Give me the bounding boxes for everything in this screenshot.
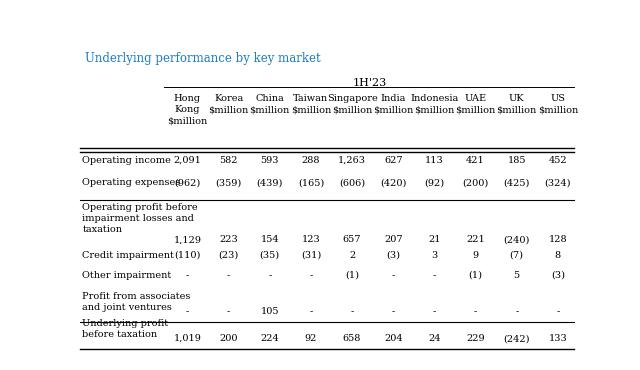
Text: China
$million: China $million [250,94,290,114]
Text: -: - [433,307,436,316]
Text: 133: 133 [548,334,567,343]
Text: 657: 657 [343,235,362,244]
Text: -: - [433,271,436,280]
Text: 2,091: 2,091 [173,155,202,165]
Text: (425): (425) [504,178,530,187]
Text: 1H'23: 1H'23 [353,78,387,88]
Text: 123: 123 [301,235,320,244]
Text: (359): (359) [216,178,242,187]
Text: -: - [556,307,559,316]
Text: (242): (242) [504,334,530,343]
Text: 224: 224 [260,334,279,343]
Text: -: - [227,271,230,280]
Text: 288: 288 [301,155,320,165]
Text: 204: 204 [384,334,403,343]
Text: -: - [186,307,189,316]
Text: -: - [186,271,189,280]
Text: (92): (92) [424,178,444,187]
Text: 21: 21 [428,235,441,244]
Text: -: - [515,307,518,316]
Text: 1,019: 1,019 [173,334,202,343]
Text: (1): (1) [345,271,359,280]
Text: (3): (3) [386,251,400,260]
Text: Other impairment: Other impairment [83,271,172,280]
Text: Singapore
$million: Singapore $million [326,94,378,114]
Text: Underlying profit
before taxation: Underlying profit before taxation [83,319,168,339]
Text: -: - [474,307,477,316]
Text: India
$million: India $million [373,94,413,114]
Text: 658: 658 [343,334,361,343]
Text: -: - [268,271,271,280]
Text: -: - [309,271,312,280]
Text: (324): (324) [545,178,571,187]
Text: (420): (420) [380,178,406,187]
Text: (3): (3) [551,271,565,280]
Text: 2: 2 [349,251,355,260]
Text: 92: 92 [305,334,317,343]
Text: (165): (165) [298,178,324,187]
Text: (439): (439) [257,178,283,187]
Text: (7): (7) [509,251,524,260]
Text: (1): (1) [468,271,483,280]
Text: (240): (240) [504,235,530,244]
Text: 24: 24 [428,334,441,343]
Text: 185: 185 [508,155,526,165]
Text: Operating profit before
impairment losses and
taxation: Operating profit before impairment losse… [83,202,198,234]
Text: 582: 582 [220,155,238,165]
Text: 113: 113 [425,155,444,165]
Text: US
$million: US $million [538,94,578,114]
Text: Indonesia
$million: Indonesia $million [410,94,458,114]
Text: 200: 200 [220,334,238,343]
Text: Credit impairment: Credit impairment [83,251,174,260]
Text: Korea
$million: Korea $million [209,94,249,114]
Text: 229: 229 [467,334,485,343]
Text: 9: 9 [472,251,479,260]
Text: 1,263: 1,263 [338,155,366,165]
Text: Hong
Kong
$million: Hong Kong $million [167,94,207,125]
Text: (606): (606) [339,178,365,187]
Text: 593: 593 [260,155,279,165]
Text: (962): (962) [174,178,200,187]
Text: (23): (23) [218,251,239,260]
Text: (110): (110) [174,251,200,260]
Text: -: - [392,271,395,280]
Text: Operating income: Operating income [83,155,172,165]
Text: 452: 452 [548,155,567,165]
Text: Underlying performance by key market: Underlying performance by key market [85,51,321,64]
Text: Taiwan
$million: Taiwan $million [291,94,331,114]
Text: 105: 105 [260,307,279,316]
Text: 223: 223 [219,235,238,244]
Text: (200): (200) [463,178,489,187]
Text: 207: 207 [384,235,403,244]
Text: 5: 5 [514,271,520,280]
Text: 8: 8 [555,251,561,260]
Text: (31): (31) [301,251,321,260]
Text: UAE
$million: UAE $million [456,94,496,114]
Text: 421: 421 [466,155,485,165]
Text: -: - [392,307,395,316]
Text: -: - [309,307,312,316]
Text: 128: 128 [548,235,567,244]
Text: 1,129: 1,129 [173,235,202,244]
Text: -: - [351,307,354,316]
Text: (35): (35) [260,251,280,260]
Text: 221: 221 [466,235,485,244]
Text: Profit from associates
and joint ventures: Profit from associates and joint venture… [83,292,191,312]
Text: 3: 3 [431,251,438,260]
Text: 627: 627 [384,155,403,165]
Text: Operating expenses: Operating expenses [83,178,180,187]
Text: UK
$million: UK $million [497,94,537,114]
Text: 154: 154 [260,235,279,244]
Text: -: - [227,307,230,316]
